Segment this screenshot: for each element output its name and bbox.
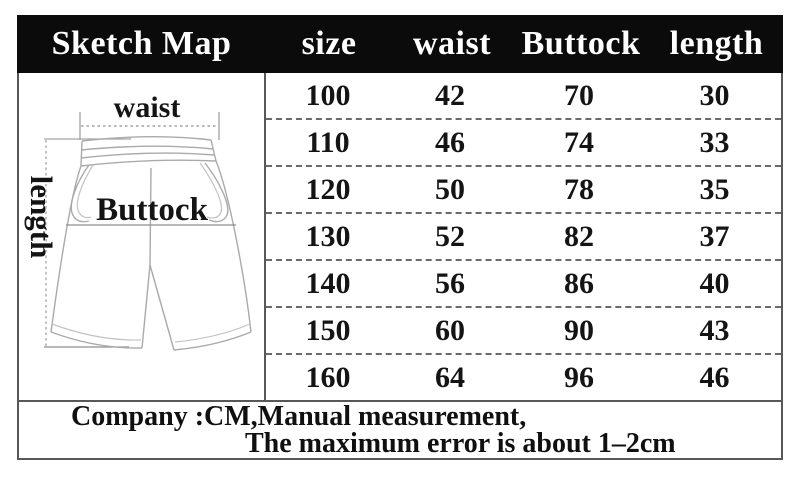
- note-line-1: Company :CM,Manual measurement,: [71, 401, 527, 432]
- right-pocket-curve: [204, 162, 229, 223]
- right-hem: [173, 331, 252, 351]
- note-box: Company :CM,Manual measurement, The maxi…: [17, 400, 783, 460]
- cell-waist: 46: [435, 125, 465, 159]
- table-row: 140 56 86 40: [266, 261, 781, 308]
- table-row: 160 64 96 46: [266, 355, 781, 400]
- waist-label: waist: [114, 91, 181, 124]
- left-pocket-curve: [70, 164, 90, 223]
- cell-buttock: 70: [564, 78, 594, 112]
- cell-waist: 64: [435, 360, 465, 394]
- cell-waist: 50: [435, 172, 465, 206]
- header-col-size: size: [301, 25, 357, 62]
- cell-length: 33: [699, 125, 730, 159]
- cell-size: 160: [305, 360, 351, 394]
- cell-length: 40: [699, 266, 730, 300]
- cell-length: 46: [699, 360, 730, 394]
- size-rows: 100 42 70 30 110 46 74 33 120 50 78 35: [266, 73, 781, 400]
- cell-buttock: 78: [564, 172, 594, 206]
- right-inseam: [149, 264, 175, 351]
- table-header-row: Sketch Map size waist Buttock length: [17, 15, 783, 73]
- cell-size: 110: [306, 125, 350, 159]
- waistband-top-line: [81, 136, 212, 142]
- table-row: 150 60 90 43: [266, 308, 781, 355]
- cell-buttock: 86: [564, 266, 594, 300]
- table-row: 100 42 70 30: [266, 73, 781, 120]
- cell-length: 37: [699, 219, 730, 253]
- left-inseam: [141, 264, 151, 349]
- left-hem: [50, 331, 143, 349]
- center-front-seam: [149, 167, 152, 266]
- left-outer-seam: [50, 165, 82, 333]
- table-row: 120 50 78 35: [266, 167, 781, 214]
- header-sketch-map: Sketch Map: [51, 25, 232, 62]
- cell-length: 43: [699, 313, 730, 347]
- cell-length: 30: [699, 78, 730, 112]
- cell-buttock: 90: [564, 313, 594, 347]
- table-row: 130 52 82 37: [266, 214, 781, 261]
- shorts-inner-lines: [51, 162, 251, 343]
- cell-waist: 60: [435, 313, 465, 347]
- cell-size: 130: [305, 219, 351, 253]
- note-line-2: The maximum error is about 1–2cm: [245, 428, 676, 459]
- table-body: waist Buttock length 100 42 70 30 110 46…: [17, 73, 783, 400]
- left-pocket-inner-curve: [76, 164, 94, 219]
- cell-waist: 52: [435, 219, 465, 253]
- header-col-buttock: Buttock: [521, 25, 641, 62]
- cell-size: 140: [305, 266, 351, 300]
- left-hem-fold-line: [51, 323, 142, 341]
- waistband-right-cap: [210, 139, 217, 162]
- header-col-length: length: [669, 25, 764, 62]
- cell-length: 35: [699, 172, 730, 206]
- header-col-waist: waist: [412, 25, 492, 62]
- right-outer-seam: [215, 160, 252, 333]
- shorts-outline: [50, 136, 252, 351]
- right-hem-fold-line: [174, 323, 251, 343]
- cell-buttock: 96: [564, 360, 594, 394]
- right-pocket-inner-curve: [199, 162, 223, 219]
- cell-size: 100: [305, 78, 351, 112]
- cell-size: 120: [305, 172, 351, 206]
- shorts-sketch-drawing: waist Buttock length: [24, 91, 252, 351]
- waistband-seam-line-1: [80, 145, 214, 151]
- cell-waist: 42: [435, 78, 465, 112]
- cell-buttock: 82: [564, 219, 594, 253]
- length-label: length: [24, 176, 59, 259]
- shorts-sketch-cell: waist Buttock length: [19, 73, 266, 400]
- cell-size: 150: [305, 313, 351, 347]
- waistband-left-cap: [80, 140, 83, 167]
- waistband-bottom-line: [80, 159, 217, 167]
- table-row: 110 46 74 33: [266, 120, 781, 167]
- size-chart-table: Sketch Map size waist Buttock length: [17, 15, 783, 460]
- cell-buttock: 74: [564, 125, 594, 159]
- buttock-label: Buttock: [96, 192, 208, 228]
- waistband-seam-line-2: [80, 152, 215, 159]
- cell-waist: 56: [435, 266, 465, 300]
